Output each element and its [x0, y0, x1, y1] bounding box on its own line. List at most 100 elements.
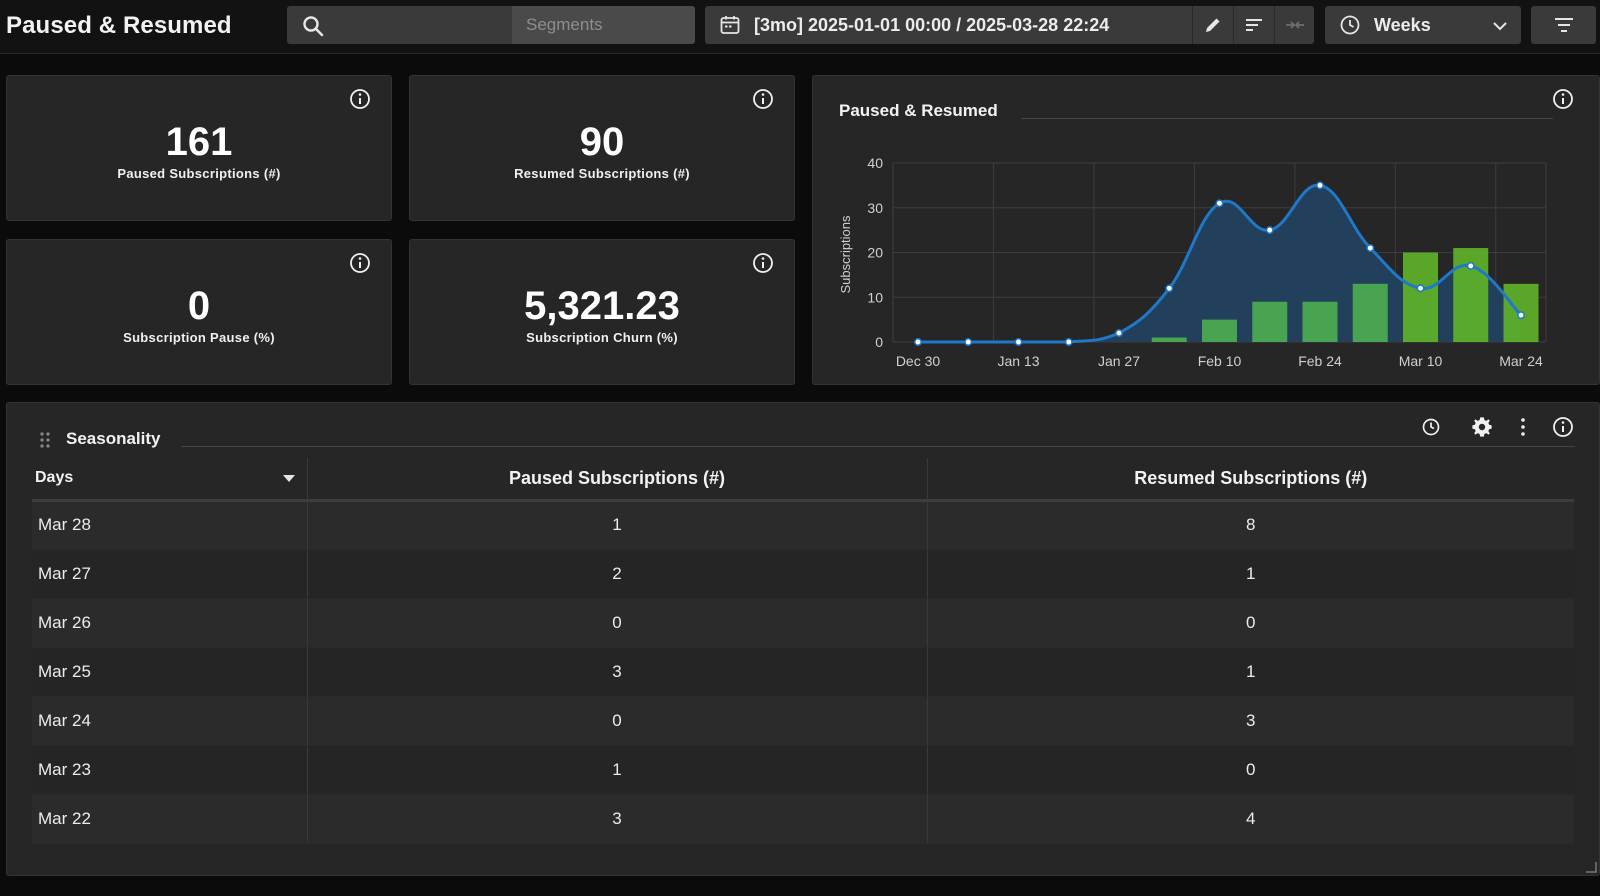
compare-button[interactable]	[1274, 6, 1314, 44]
paused-cell: 3	[307, 647, 928, 697]
paused-cell: 1	[307, 500, 928, 550]
x-tick-label: Jan 27	[1098, 353, 1140, 369]
day-cell: Mar 28	[32, 500, 308, 550]
kpi-card-resumed: 90 Resumed Subscriptions (#)	[409, 75, 795, 221]
resumed-cell: 8	[927, 500, 1574, 550]
data-point	[914, 338, 922, 346]
bar	[1252, 301, 1288, 342]
data-point	[1165, 284, 1174, 293]
data-point	[1366, 244, 1375, 252]
info-icon[interactable]	[752, 252, 774, 274]
column-header-resumed[interactable]: Resumed Subscriptions (#)	[927, 458, 1574, 502]
y-tick-label: 10	[867, 289, 883, 305]
y-tick-label: 20	[867, 245, 883, 261]
more-vertical-icon[interactable]	[1519, 417, 1527, 437]
paused-cell: 1	[307, 745, 928, 795]
x-tick-label: Jan 13	[997, 353, 1039, 369]
data-point	[1517, 311, 1525, 320]
paused-resumed-chart: 0 10 20 30 40 Dec 30 Jan 13 Jan 27 Feb 10 Feb 24 M…	[838, 155, 1547, 369]
kpi-label: Resumed Subscriptions (#)	[514, 166, 690, 181]
seasonality-title: Seasonality	[66, 429, 161, 448]
kpi-card-paused: 161 Paused Subscriptions (#)	[6, 75, 392, 221]
kpi-value: 0	[187, 284, 211, 328]
kpi-label: Subscription Pause (%)	[123, 330, 275, 345]
history-icon[interactable]	[1421, 417, 1441, 437]
data-point	[1064, 338, 1073, 346]
x-tick-label: Dec 30	[896, 353, 941, 369]
day-cell: Mar 24	[32, 696, 308, 746]
resumed-cell: 0	[927, 745, 1574, 795]
column-header-paused[interactable]: Paused Subscriptions (#)	[307, 458, 928, 502]
kpi-value: 5,321.23	[524, 284, 680, 328]
resize-handle-icon[interactable]	[1585, 861, 1597, 873]
title-divider	[1021, 118, 1553, 119]
granularity-value[interactable]: Weeks	[1374, 15, 1431, 35]
kpi-value: 90	[579, 120, 625, 164]
table-row[interactable]: Mar 28 1 8	[32, 500, 1574, 550]
paused-cell: 2	[307, 549, 928, 599]
column-header-days[interactable]: Days	[32, 458, 308, 502]
x-tick-label: Feb 24	[1298, 353, 1342, 369]
column-header-label: Days	[35, 469, 74, 487]
day-cell: Mar 27	[32, 549, 308, 599]
table-row[interactable]: Mar 23 1 0	[32, 745, 1574, 795]
info-icon[interactable]	[752, 88, 774, 110]
resumed-cell: 0	[927, 598, 1574, 648]
info-icon[interactable]	[349, 252, 371, 274]
kpi-value: 161	[165, 120, 233, 164]
sort-button[interactable]	[1233, 6, 1273, 44]
drag-handle-icon[interactable]	[39, 431, 51, 449]
edit-date-button[interactable]	[1192, 6, 1232, 44]
segments-input[interactable]: Segments	[512, 6, 695, 44]
y-axis-label: Subscriptions	[838, 215, 853, 294]
filter-icon	[1554, 18, 1573, 32]
table-row[interactable]: Mar 25 3 1	[32, 647, 1574, 697]
table-row[interactable]: Mar 26 0 0	[32, 598, 1574, 648]
sort-lines-icon	[1245, 19, 1262, 31]
table-row[interactable]: Mar 27 2 1	[32, 549, 1574, 599]
resumed-cell: 1	[927, 647, 1574, 697]
title-divider	[181, 446, 1575, 447]
x-tick-label: Mar 24	[1499, 353, 1543, 369]
granularity-select[interactable]: Weeks	[1325, 6, 1521, 44]
table-row[interactable]: Mar 22 3 4	[32, 794, 1574, 844]
info-icon[interactable]	[1552, 88, 1574, 110]
date-range-text[interactable]: [3mo] 2025-01-01 00:00 / 2025-03-28 22:2…	[754, 15, 1110, 35]
kpi-label: Subscription Churn (%)	[526, 330, 678, 345]
search-icon[interactable]	[301, 14, 325, 38]
bar	[1302, 301, 1338, 342]
day-cell: Mar 25	[32, 647, 308, 697]
data-point	[1115, 329, 1123, 337]
kpi-card-pause-pct: 0 Subscription Pause (%)	[6, 239, 392, 385]
date-range-picker[interactable]: [3mo] 2025-01-01 00:00 / 2025-03-28 22:2…	[705, 6, 1314, 44]
bar	[1202, 319, 1237, 342]
sort-down-icon[interactable]	[282, 475, 295, 483]
info-icon[interactable]	[349, 88, 371, 110]
info-icon[interactable]	[1552, 416, 1574, 438]
page-title: Paused & Resumed	[6, 12, 232, 39]
bar	[1352, 283, 1388, 342]
compare-arrows-icon	[1285, 21, 1304, 29]
paused-cell: 0	[307, 598, 928, 648]
kpi-label: Paused Subscriptions (#)	[117, 166, 281, 181]
data-point	[1466, 261, 1475, 270]
data-point	[1316, 181, 1324, 190]
y-tick-label: 0	[875, 334, 883, 350]
resumed-cell: 3	[927, 696, 1574, 746]
gear-icon[interactable]	[1471, 416, 1493, 438]
data-point	[1215, 199, 1224, 208]
x-tick-label: Feb 10	[1198, 353, 1242, 369]
filter-button[interactable]	[1531, 6, 1596, 44]
day-cell: Mar 23	[32, 745, 308, 795]
chart-card: Paused & Resumed 0 10 20 30 40 Dec 30 Jan 13 Ja…	[812, 75, 1600, 385]
x-tick-label: Mar 10	[1399, 353, 1443, 369]
data-point	[1265, 226, 1274, 235]
table-row[interactable]: Mar 24 0 3	[32, 696, 1574, 746]
y-tick-label: 40	[867, 155, 883, 171]
chart-title: Paused & Resumed	[839, 101, 998, 120]
chevron-down-icon[interactable]	[1491, 17, 1509, 35]
search-box[interactable]: Segments	[287, 6, 695, 44]
bar	[1151, 337, 1187, 342]
clock-icon	[1340, 15, 1360, 35]
table-body: Mar 28 1 8 Mar 27 2 1 Mar 26 0 0 Mar 25 3 1 Mar 24 0 3…	[32, 500, 1574, 844]
